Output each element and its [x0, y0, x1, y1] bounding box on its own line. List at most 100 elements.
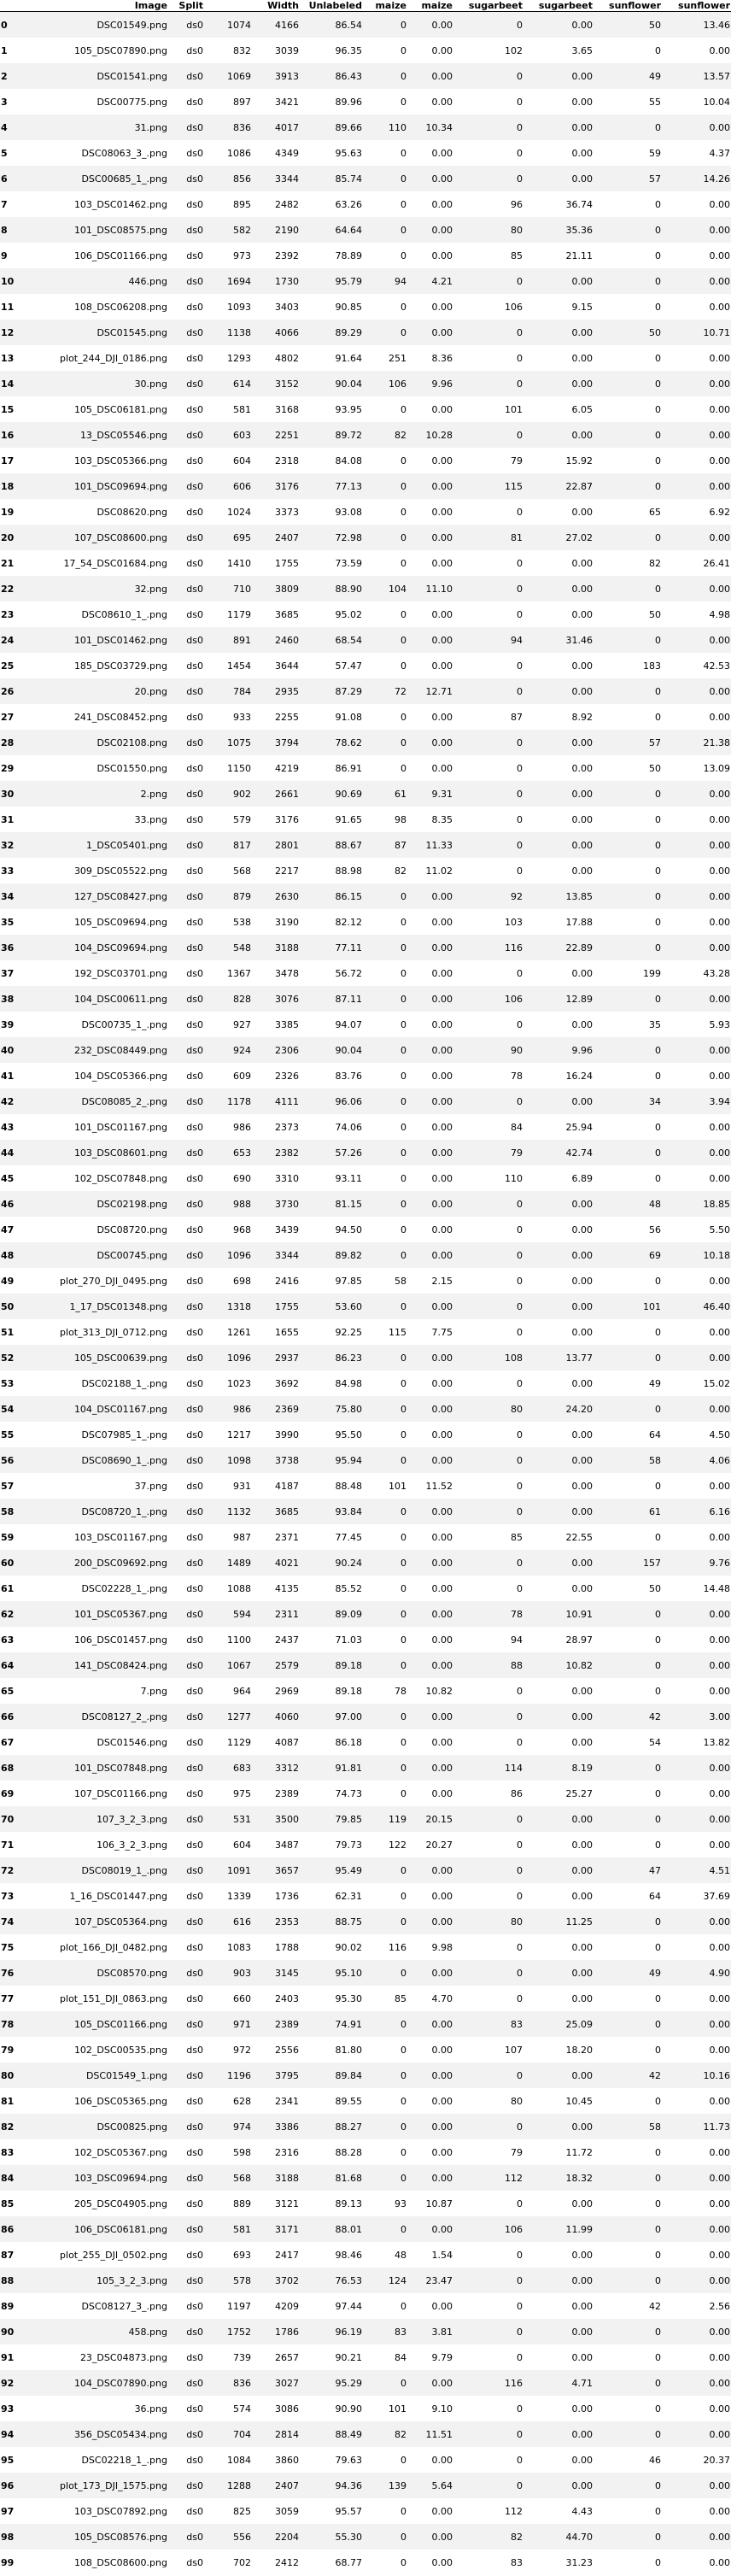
table-cell: 89.66 — [335, 121, 363, 133]
row-index: 81 — [1, 2095, 15, 2107]
table-cell: ds0 — [186, 2095, 203, 2107]
table-cell: 0.00 — [431, 2095, 453, 2107]
row-index: 62 — [1, 1608, 15, 1620]
table-cell: 95.10 — [335, 1967, 363, 1979]
table-cell: 0.00 — [709, 429, 731, 441]
table-cell: 0.00 — [431, 762, 453, 774]
table-cell: 104_DSC07890.png — [73, 2377, 167, 2389]
table-cell: 0 — [517, 788, 523, 800]
table-row: 57 37.png ds0 931 4187 88.48 101 11.52 0 0.00 0 0.0… — [0, 1473, 731, 1499]
table-row: 83 102_DSC05367.png ds0 598 2316 88.28 0 0.00 79… — [0, 2139, 731, 2165]
table-cell: 0.00 — [571, 121, 594, 133]
table-cell: ds0 — [186, 1659, 203, 1671]
table-cell: 0 — [401, 1070, 406, 1082]
table-cell: 0.00 — [431, 736, 453, 748]
table-cell: 4.70 — [431, 1992, 453, 2004]
table-cell: 3373 — [275, 506, 299, 518]
row-index: 10 — [1, 275, 15, 287]
table-cell: 0 — [401, 557, 406, 569]
table-cell: 0 — [401, 1352, 406, 1364]
table-cell: 0.00 — [571, 1710, 594, 1722]
table-row: 87 plot_255_DJI_0502.png ds0 693 2417 98.46 48… — [0, 2242, 731, 2268]
table-cell: 62.31 — [335, 1890, 363, 1902]
table-cell: 84 — [395, 2351, 406, 2363]
table-cell: 0.00 — [709, 1070, 731, 1082]
table-cell: 0 — [655, 275, 661, 287]
table-cell: 79 — [511, 2146, 523, 2158]
table-cell: 0 — [401, 403, 406, 415]
table-cell: 0.00 — [431, 455, 453, 466]
table-cell: DSC01541.png — [96, 70, 167, 82]
table-cell: ds0 — [186, 1582, 203, 1594]
table-cell: 2407 — [275, 531, 299, 543]
table-cell: 0.00 — [709, 865, 731, 877]
table-cell: 1096 — [227, 1249, 251, 1261]
table-cell: 0.00 — [431, 2069, 453, 2081]
table-cell: 0 — [401, 1582, 406, 1594]
table-cell: 44.70 — [565, 2531, 594, 2543]
table-cell: ds0 — [186, 249, 203, 261]
table-cell: 0.00 — [571, 1582, 594, 1594]
table-cell: 14.26 — [703, 173, 731, 185]
table-cell: 2371 — [275, 1531, 299, 1543]
table-cell: 78 — [511, 1070, 523, 1082]
table-cell: ds0 — [186, 1710, 203, 1722]
table-cell: 0.00 — [431, 173, 453, 185]
table-cell: 0 — [655, 1685, 661, 1697]
table-cell: 0 — [517, 147, 523, 159]
table-cell: 2482 — [275, 198, 299, 210]
table-header: Image Split Width Unlabeled maize maize sugarb… — [0, 0, 731, 12]
table-cell: 931 — [233, 1480, 251, 1492]
table-cell: 4166 — [275, 19, 299, 31]
table-cell: 0.00 — [709, 480, 731, 492]
table-cell: 3403 — [275, 301, 299, 313]
table-cell: 54 — [649, 1736, 661, 1748]
table-cell: 0 — [517, 2300, 523, 2312]
table-cell: 3386 — [275, 2121, 299, 2133]
table-cell: 18.85 — [703, 1198, 731, 1210]
table-cell: 4.90 — [709, 1967, 731, 1979]
table-cell: 0.00 — [709, 1352, 731, 1364]
table-cell: 0.00 — [571, 2198, 594, 2209]
table-cell: 0.00 — [571, 2300, 594, 2312]
table-body: 0 DSC01549.png ds0 1074 4166 86.54 0 0.00 0 0.00 5… — [0, 11, 731, 2575]
table-row: 14 30.png ds0 614 3152 90.04 106 9.96 0 0.00 0 0.00 — [0, 371, 731, 396]
table-cell: 0 — [401, 44, 406, 56]
table-cell: 0.00 — [431, 1608, 453, 1620]
row-index: 18 — [1, 480, 15, 492]
table-cell: plot_166_DJI_0482.png — [60, 1941, 167, 1953]
table-cell: ds0 — [186, 967, 203, 979]
table-cell: 50 — [649, 762, 661, 774]
table-cell: 0 — [517, 1095, 523, 1107]
table-cell: 1179 — [227, 608, 251, 620]
table-cell: 81.15 — [335, 1198, 363, 1210]
table-cell: 8.35 — [431, 813, 453, 825]
table-cell: 49 — [649, 1377, 661, 1389]
table-cell: ds0 — [186, 301, 203, 313]
row-index: 13 — [1, 352, 15, 364]
table-cell: 0 — [517, 839, 523, 851]
table-cell: 5.93 — [709, 1018, 731, 1030]
table-cell: 0 — [517, 557, 523, 569]
table-cell: 0.00 — [709, 2044, 731, 2056]
table-cell: 24.20 — [565, 1403, 594, 1415]
table-cell: 90.24 — [335, 1557, 363, 1569]
table-cell: 3795 — [275, 2069, 299, 2081]
table-cell: 80 — [511, 1403, 523, 1415]
table-cell: 35.36 — [565, 224, 594, 236]
table-cell: 739 — [233, 2351, 251, 2363]
table-cell: 107_DSC05364.png — [73, 1916, 167, 1928]
table-cell: 103_DSC01167.png — [73, 1531, 167, 1543]
table-cell: 574 — [233, 2403, 251, 2415]
table-cell: 0 — [655, 788, 661, 800]
table-cell: 79 — [511, 455, 523, 466]
table-cell: 0.00 — [431, 301, 453, 313]
table-cell: 704 — [233, 2428, 251, 2440]
table-cell: 0 — [401, 2454, 406, 2466]
table-row: 80 DSC01549_1.png ds0 1196 3795 89.84 0 0.00 0 0.… — [0, 2063, 731, 2088]
row-index: 0 — [1, 19, 8, 31]
table-cell: 3145 — [275, 1967, 299, 1979]
table-cell: 43.28 — [703, 967, 731, 979]
table-cell: 2969 — [275, 1685, 299, 1697]
row-index: 84 — [1, 2172, 15, 2184]
